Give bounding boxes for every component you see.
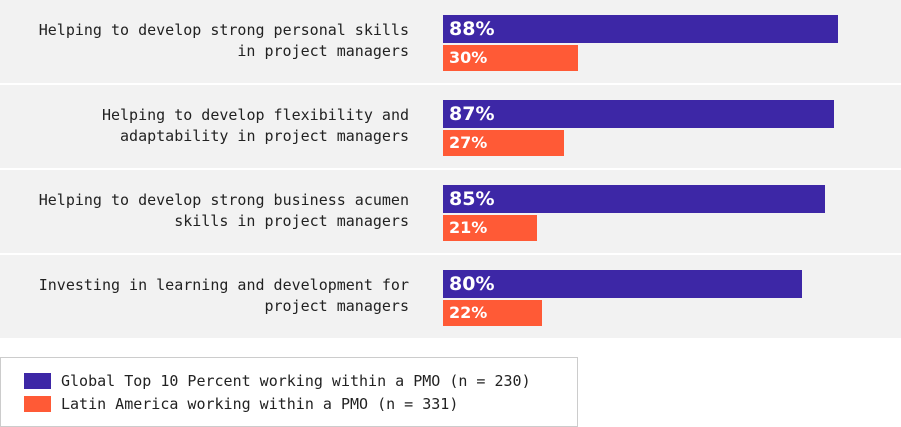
category-label: Helping to develop flexibility and adapt…: [101, 106, 409, 145]
value-label: 21%: [449, 218, 488, 237]
value-label: 27%: [449, 133, 488, 152]
value-label: 80%: [449, 272, 495, 295]
value-label: 85%: [449, 187, 495, 210]
bar: [443, 130, 565, 156]
bar: [443, 15, 839, 43]
category-label: Helping to develop strong personal skill…: [38, 21, 409, 60]
value-label: 88%: [449, 17, 495, 40]
bar: [443, 300, 542, 326]
category-label: Helping to develop strong business acume…: [38, 191, 409, 230]
legend-swatch: [24, 373, 51, 389]
legend-label: Global Top 10 Percent working within a P…: [61, 372, 531, 390]
bar: [443, 215, 538, 241]
category-label: Investing in learning and development fo…: [38, 276, 409, 315]
bar: [443, 100, 834, 128]
legend-swatch: [24, 396, 51, 412]
legend: Global Top 10 Percent working within a P…: [0, 357, 578, 427]
value-label: 87%: [449, 102, 495, 125]
bar: [443, 270, 803, 298]
value-label: 30%: [449, 48, 488, 67]
bar: [443, 45, 578, 71]
value-label: 22%: [449, 303, 488, 322]
bar: [443, 185, 825, 213]
legend-label: Latin America working within a PMO (n = …: [61, 395, 459, 413]
